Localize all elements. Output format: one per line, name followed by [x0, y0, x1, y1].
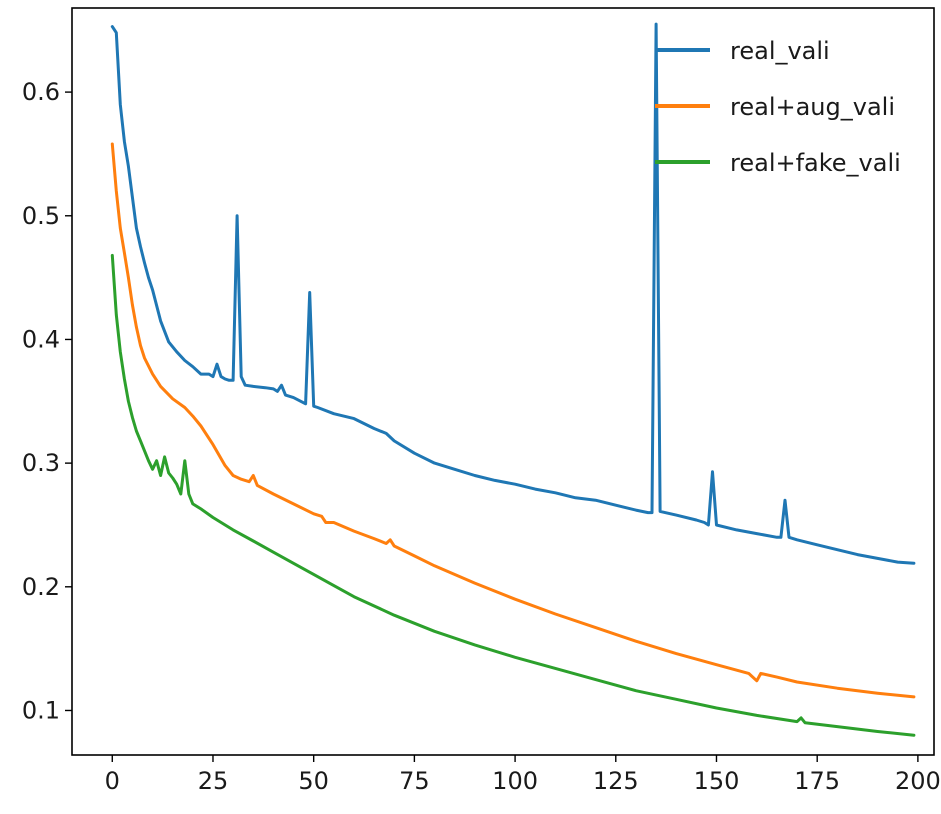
x-tick-label: 200 — [895, 767, 941, 795]
x-tick-label: 0 — [105, 767, 120, 795]
x-tick-label: 150 — [694, 767, 740, 795]
y-tick-label: 0.5 — [22, 202, 60, 230]
x-tick-label: 25 — [198, 767, 229, 795]
y-axis: 0.1 0.2 0.3 0.4 0.5 0.6 — [22, 78, 72, 724]
x-tick-label: 175 — [794, 767, 840, 795]
series-line-real-aug-vali — [110, 142, 916, 699]
y-tick-label: 0.2 — [22, 573, 60, 601]
y-tick-label: 0.6 — [22, 78, 60, 106]
series-line-real-vali — [110, 22, 916, 565]
legend-label: real+fake_vali — [730, 149, 901, 177]
legend-label: real_vali — [730, 37, 830, 65]
series-layer — [110, 22, 916, 737]
series-line-real-fake-vali — [110, 253, 916, 737]
x-tick-label: 100 — [492, 767, 538, 795]
x-axis: 0 25 50 75 100 125 150 175 200 — [105, 755, 941, 795]
y-tick-label: 0.3 — [22, 449, 60, 477]
legend: real_vali real+aug_vali real+fake_vali — [655, 37, 901, 177]
legend-label: real+aug_vali — [730, 93, 895, 121]
x-tick-label: 125 — [593, 767, 639, 795]
y-tick-label: 0.4 — [22, 325, 60, 353]
y-tick-label: 0.1 — [22, 696, 60, 724]
x-tick-label: 75 — [399, 767, 430, 795]
x-tick-label: 50 — [298, 767, 329, 795]
plot-area — [71, 7, 935, 756]
axes-frame — [71, 7, 935, 756]
